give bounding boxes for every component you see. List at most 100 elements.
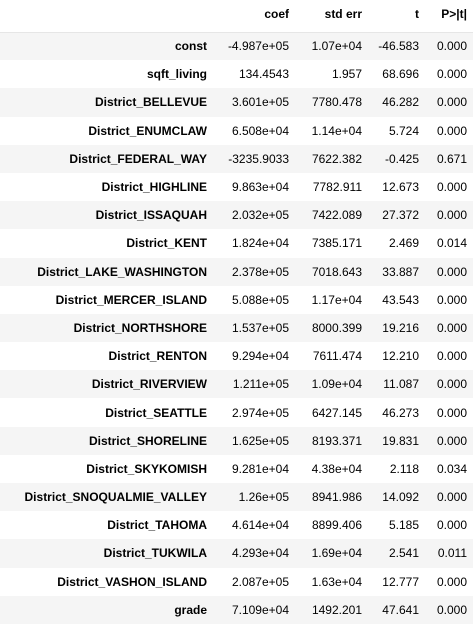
table-row: District_SEATTLE 2.974e+05 6427.145 46.273 0… <box>0 398 473 427</box>
cell-t: -46.583 <box>378 39 419 54</box>
cell-coef: 4.614e+04 <box>231 518 289 533</box>
table-row: District_BELLEVUE 3.601e+05 7780.478 46.282… <box>0 88 473 117</box>
row-variable-name: District_KENT <box>126 236 207 251</box>
cell-coef: 6.508e+04 <box>231 123 289 138</box>
cell-std-err: 7782.911 <box>312 180 362 195</box>
table-row: District_SNOQUALMIE_VALLEY 1.26e+05 8941.9… <box>0 483 473 512</box>
cell-std-err: 1.17e+04 <box>311 292 362 307</box>
header-std-err: std err <box>295 0 368 33</box>
table-row: District_TAHOMA 4.614e+04 8899.406 5.185 0.0… <box>0 511 473 540</box>
row-variable-name: District_NORTHSHORE <box>73 320 207 335</box>
cell-std-err: 1.09e+04 <box>311 377 362 392</box>
cell-std-err: 8941.986 <box>311 490 362 505</box>
cell-coef: 134.4543 <box>238 67 289 82</box>
table-row: sqft_living 134.4543 1.957 68.696 0.000 <box>0 60 473 89</box>
cell-p-value: 0.000 <box>436 349 467 364</box>
cell-p-value: 0.000 <box>436 39 467 54</box>
row-variable-name: District_TUKWILA <box>103 546 207 561</box>
cell-t: 5.185 <box>388 518 419 533</box>
cell-p-value: 0.000 <box>436 208 467 223</box>
row-variable-name: District_LAKE_WASHINGTON <box>37 264 207 279</box>
cell-t: 46.282 <box>382 95 419 110</box>
cell-t: 12.210 <box>382 349 419 364</box>
cell-std-err: 7018.643 <box>311 264 362 279</box>
cell-t: 2.118 <box>389 461 419 476</box>
cell-p-value: 0.000 <box>436 264 467 279</box>
cell-coef: 1.824e+04 <box>231 236 289 251</box>
row-variable-name: District_RENTON <box>108 349 207 364</box>
table-row: District_HIGHLINE 9.863e+04 7782.911 12.673… <box>0 172 473 202</box>
cell-p-value: 0.000 <box>436 405 467 420</box>
row-variable-name: District_ISSAQUAH <box>95 208 207 223</box>
cell-std-err: 1.69e+04 <box>311 546 362 561</box>
cell-coef: -3235.9033 <box>228 151 289 166</box>
cell-std-err: 1.957 <box>331 67 362 82</box>
cell-coef: 9.294e+04 <box>231 349 289 364</box>
cell-std-err: 1.14e+04 <box>311 123 362 138</box>
header-t: t <box>368 0 425 33</box>
table-row: District_TUKWILA 4.293e+04 1.69e+04 2.541 0.… <box>0 539 473 568</box>
cell-p-value: 0.000 <box>436 490 467 505</box>
row-variable-name: const <box>174 39 207 54</box>
cell-p-value: 0.000 <box>436 67 467 82</box>
cell-p-value: 0.000 <box>436 377 467 392</box>
cell-coef: 3.601e+05 <box>231 95 289 110</box>
cell-p-value: 0.034 <box>436 461 467 476</box>
cell-coef: 1.26e+05 <box>238 490 289 505</box>
cell-std-err: 7385.171 <box>311 236 362 251</box>
row-variable-name: District_SNOQUALMIE_VALLEY <box>24 490 207 505</box>
cell-t: 2.541 <box>388 546 419 561</box>
cell-p-value: 0.000 <box>436 602 467 617</box>
table-row: District_VASHON_ISLAND 2.087e+05 1.63e+04 1… <box>0 567 473 596</box>
table-row: District_SHORELINE 1.625e+05 8193.371 19.83… <box>0 426 473 455</box>
cell-t: 12.673 <box>382 180 419 195</box>
row-variable-name: grade <box>174 602 207 617</box>
cell-std-err: 1.07e+04 <box>311 39 362 54</box>
cell-t: 43.543 <box>382 292 419 307</box>
row-variable-name: District_SEATTLE <box>105 405 207 420</box>
cell-std-err: 8000.399 <box>311 320 362 335</box>
cell-p-value: 0.671 <box>436 151 467 166</box>
cell-coef: 9.863e+04 <box>231 180 289 195</box>
table-row: District_KENT 1.824e+04 7385.171 2.469 0.014 <box>0 229 473 258</box>
cell-t: 2.469 <box>388 236 419 251</box>
row-variable-name: District_ENUMCLAW <box>88 123 207 138</box>
table-row: grade 7.109e+04 1492.201 47.641 0.000 <box>0 595 473 624</box>
row-variable-name: District_BELLEVUE <box>94 95 207 110</box>
cell-std-err: 1.63e+04 <box>311 574 362 589</box>
row-variable-name: District_SKYKOMISH <box>86 461 207 476</box>
cell-t: 27.372 <box>382 208 419 223</box>
table-row: District_RIVERVIEW 1.211e+05 1.09e+04 11.08… <box>0 370 473 399</box>
cell-p-value: 0.000 <box>436 320 467 335</box>
cell-p-value: 0.000 <box>436 574 467 589</box>
header-index <box>0 0 216 33</box>
cell-std-err: 1492.201 <box>311 602 362 617</box>
cell-t: -0.425 <box>384 151 419 166</box>
cell-t: 12.777 <box>382 574 419 589</box>
cell-p-value: 0.000 <box>436 95 467 110</box>
cell-coef: 4.293e+04 <box>231 546 289 561</box>
cell-coef: 9.281e+04 <box>231 461 289 476</box>
cell-p-value: 0.000 <box>436 292 467 307</box>
cell-std-err: 7611.474 <box>312 349 362 364</box>
cell-t: 5.724 <box>388 123 419 138</box>
cell-std-err: 7780.478 <box>311 95 362 110</box>
table-row: District_RENTON 9.294e+04 7611.474 12.210 0.… <box>0 342 473 371</box>
table-row: District_LAKE_WASHINGTON 2.378e+05 7018.64… <box>0 257 473 286</box>
cell-p-value: 0.000 <box>436 123 467 138</box>
cell-t: 33.887 <box>382 264 419 279</box>
row-variable-name: District_VASHON_ISLAND <box>57 574 207 589</box>
row-variable-name: District_TAHOMA <box>107 518 207 533</box>
cell-coef: 1.211e+05 <box>232 377 289 392</box>
row-variable-name: District_MERCER_ISLAND <box>55 292 207 307</box>
table-row: District_NORTHSHORE 1.537e+05 8000.399 19.2… <box>0 313 473 343</box>
header-coef: coef <box>216 0 295 33</box>
cell-std-err: 7422.089 <box>311 208 362 223</box>
cell-coef: 1.625e+05 <box>231 433 289 448</box>
cell-std-err: 7622.382 <box>311 151 362 166</box>
cell-t: 68.696 <box>382 67 419 82</box>
cell-t: 19.216 <box>382 320 419 335</box>
table-row: District_ISSAQUAH 2.032e+05 7422.089 27.372… <box>0 201 473 230</box>
cell-coef: 2.378e+05 <box>231 264 289 279</box>
